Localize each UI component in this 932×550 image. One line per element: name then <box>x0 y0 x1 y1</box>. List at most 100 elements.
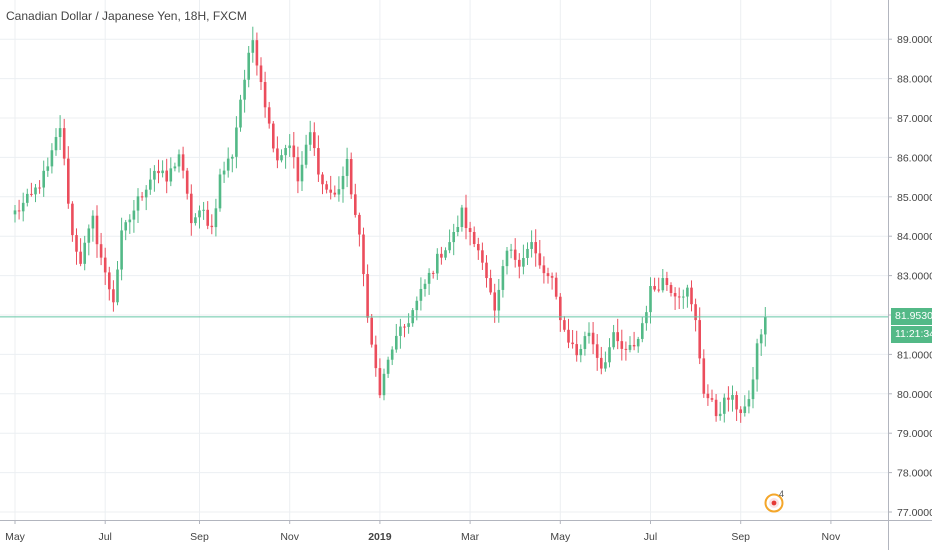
candle-body <box>321 174 324 185</box>
candle-body <box>764 316 767 335</box>
candle-body <box>567 329 570 343</box>
candle-body <box>235 127 238 157</box>
candle-body <box>698 320 701 359</box>
candle-body <box>149 179 152 190</box>
candle-body <box>272 123 275 149</box>
candle-body <box>620 341 624 349</box>
candle-body <box>288 145 291 149</box>
candle-body <box>464 207 468 229</box>
candle-body <box>468 228 472 232</box>
y-tick-label: 88.0000 <box>897 74 932 86</box>
candle-body <box>423 283 427 289</box>
candle-body <box>157 170 160 174</box>
candle-body <box>354 194 357 215</box>
candle-body <box>374 344 378 369</box>
candle-body <box>608 347 611 363</box>
candle-body <box>743 406 747 414</box>
candle-body <box>317 148 320 175</box>
y-tick-label: 77.0000 <box>897 507 932 519</box>
candle-body <box>153 170 156 180</box>
candle-body <box>161 170 164 174</box>
chart-title: Canadian Dollar / Japanese Yen, 18H, FXC… <box>6 9 247 23</box>
candle-body <box>358 214 361 235</box>
candle-body <box>169 168 173 182</box>
candle-body <box>128 219 132 223</box>
x-axis-tick-labels: May Jul Sep Nov 2019 Mar May Jul Sep Nov <box>5 520 841 543</box>
candle-body <box>472 231 476 245</box>
candle-body <box>34 187 37 195</box>
candle-body <box>460 207 464 228</box>
y-tick-label: 83.0000 <box>897 271 932 283</box>
y-tick-label: 79.0000 <box>897 428 932 440</box>
candle-body <box>407 323 410 327</box>
candle-body <box>112 289 115 303</box>
x-tick-label: May <box>5 531 26 543</box>
candle-body <box>370 317 373 345</box>
candle-body <box>13 210 17 215</box>
candle-body <box>403 326 406 328</box>
candle-body <box>46 166 50 171</box>
candle-body <box>673 292 677 297</box>
candle-body <box>75 235 78 252</box>
candle-body <box>612 332 615 348</box>
candle-body <box>554 277 558 297</box>
candle-body <box>136 196 140 211</box>
candle-body <box>624 348 628 350</box>
candle-body <box>735 395 738 410</box>
candle-body <box>489 278 492 293</box>
candle-body <box>210 225 214 228</box>
candle-body <box>280 155 283 161</box>
y-tick-label: 78.0000 <box>897 468 932 480</box>
candle-body <box>669 284 673 293</box>
candle-body <box>38 187 41 189</box>
candle-body <box>177 154 181 167</box>
candle-body <box>513 249 517 260</box>
candle-body <box>559 296 562 321</box>
candle-body <box>431 272 435 274</box>
candle-body <box>682 296 685 298</box>
bar-countdown-tag: 11:21:34 <box>891 325 932 343</box>
candle-body <box>534 242 537 254</box>
candle-body <box>600 357 603 369</box>
candle-body <box>292 145 296 158</box>
candle-body <box>448 242 451 251</box>
candle-body <box>641 323 644 339</box>
candle-body <box>571 342 574 345</box>
candle-body <box>108 272 111 290</box>
candle-body <box>284 148 287 156</box>
candle-body <box>382 373 386 396</box>
candle-body <box>325 184 328 190</box>
candle-body <box>604 362 607 369</box>
candle-body <box>579 348 583 356</box>
candle-body <box>333 192 337 195</box>
candle-body <box>710 398 714 400</box>
candle-body <box>390 349 394 360</box>
candle-body <box>583 336 587 349</box>
candle-body <box>181 154 185 171</box>
candle-body <box>395 335 398 350</box>
candle-body <box>198 210 201 218</box>
candle-body <box>694 304 697 321</box>
candle-body <box>132 210 136 220</box>
candle-body <box>538 253 542 266</box>
candle-body <box>526 248 529 258</box>
candle-body <box>485 262 488 279</box>
candle-body <box>518 259 521 267</box>
candle-body <box>452 232 455 243</box>
candle-body <box>226 158 230 171</box>
candle-body <box>329 189 332 193</box>
candle-body <box>550 276 554 278</box>
candle-body <box>723 397 726 414</box>
candle-body <box>308 132 312 145</box>
candle-body <box>440 253 443 258</box>
candle-body <box>185 170 189 194</box>
candle-body <box>17 210 21 212</box>
candle-body <box>222 170 226 175</box>
candle-body <box>62 128 66 159</box>
candle-body <box>595 344 599 358</box>
candle-body <box>71 203 74 236</box>
candle-body <box>587 332 591 337</box>
candle-body <box>194 217 197 224</box>
events-marker-icon[interactable] <box>763 492 785 514</box>
